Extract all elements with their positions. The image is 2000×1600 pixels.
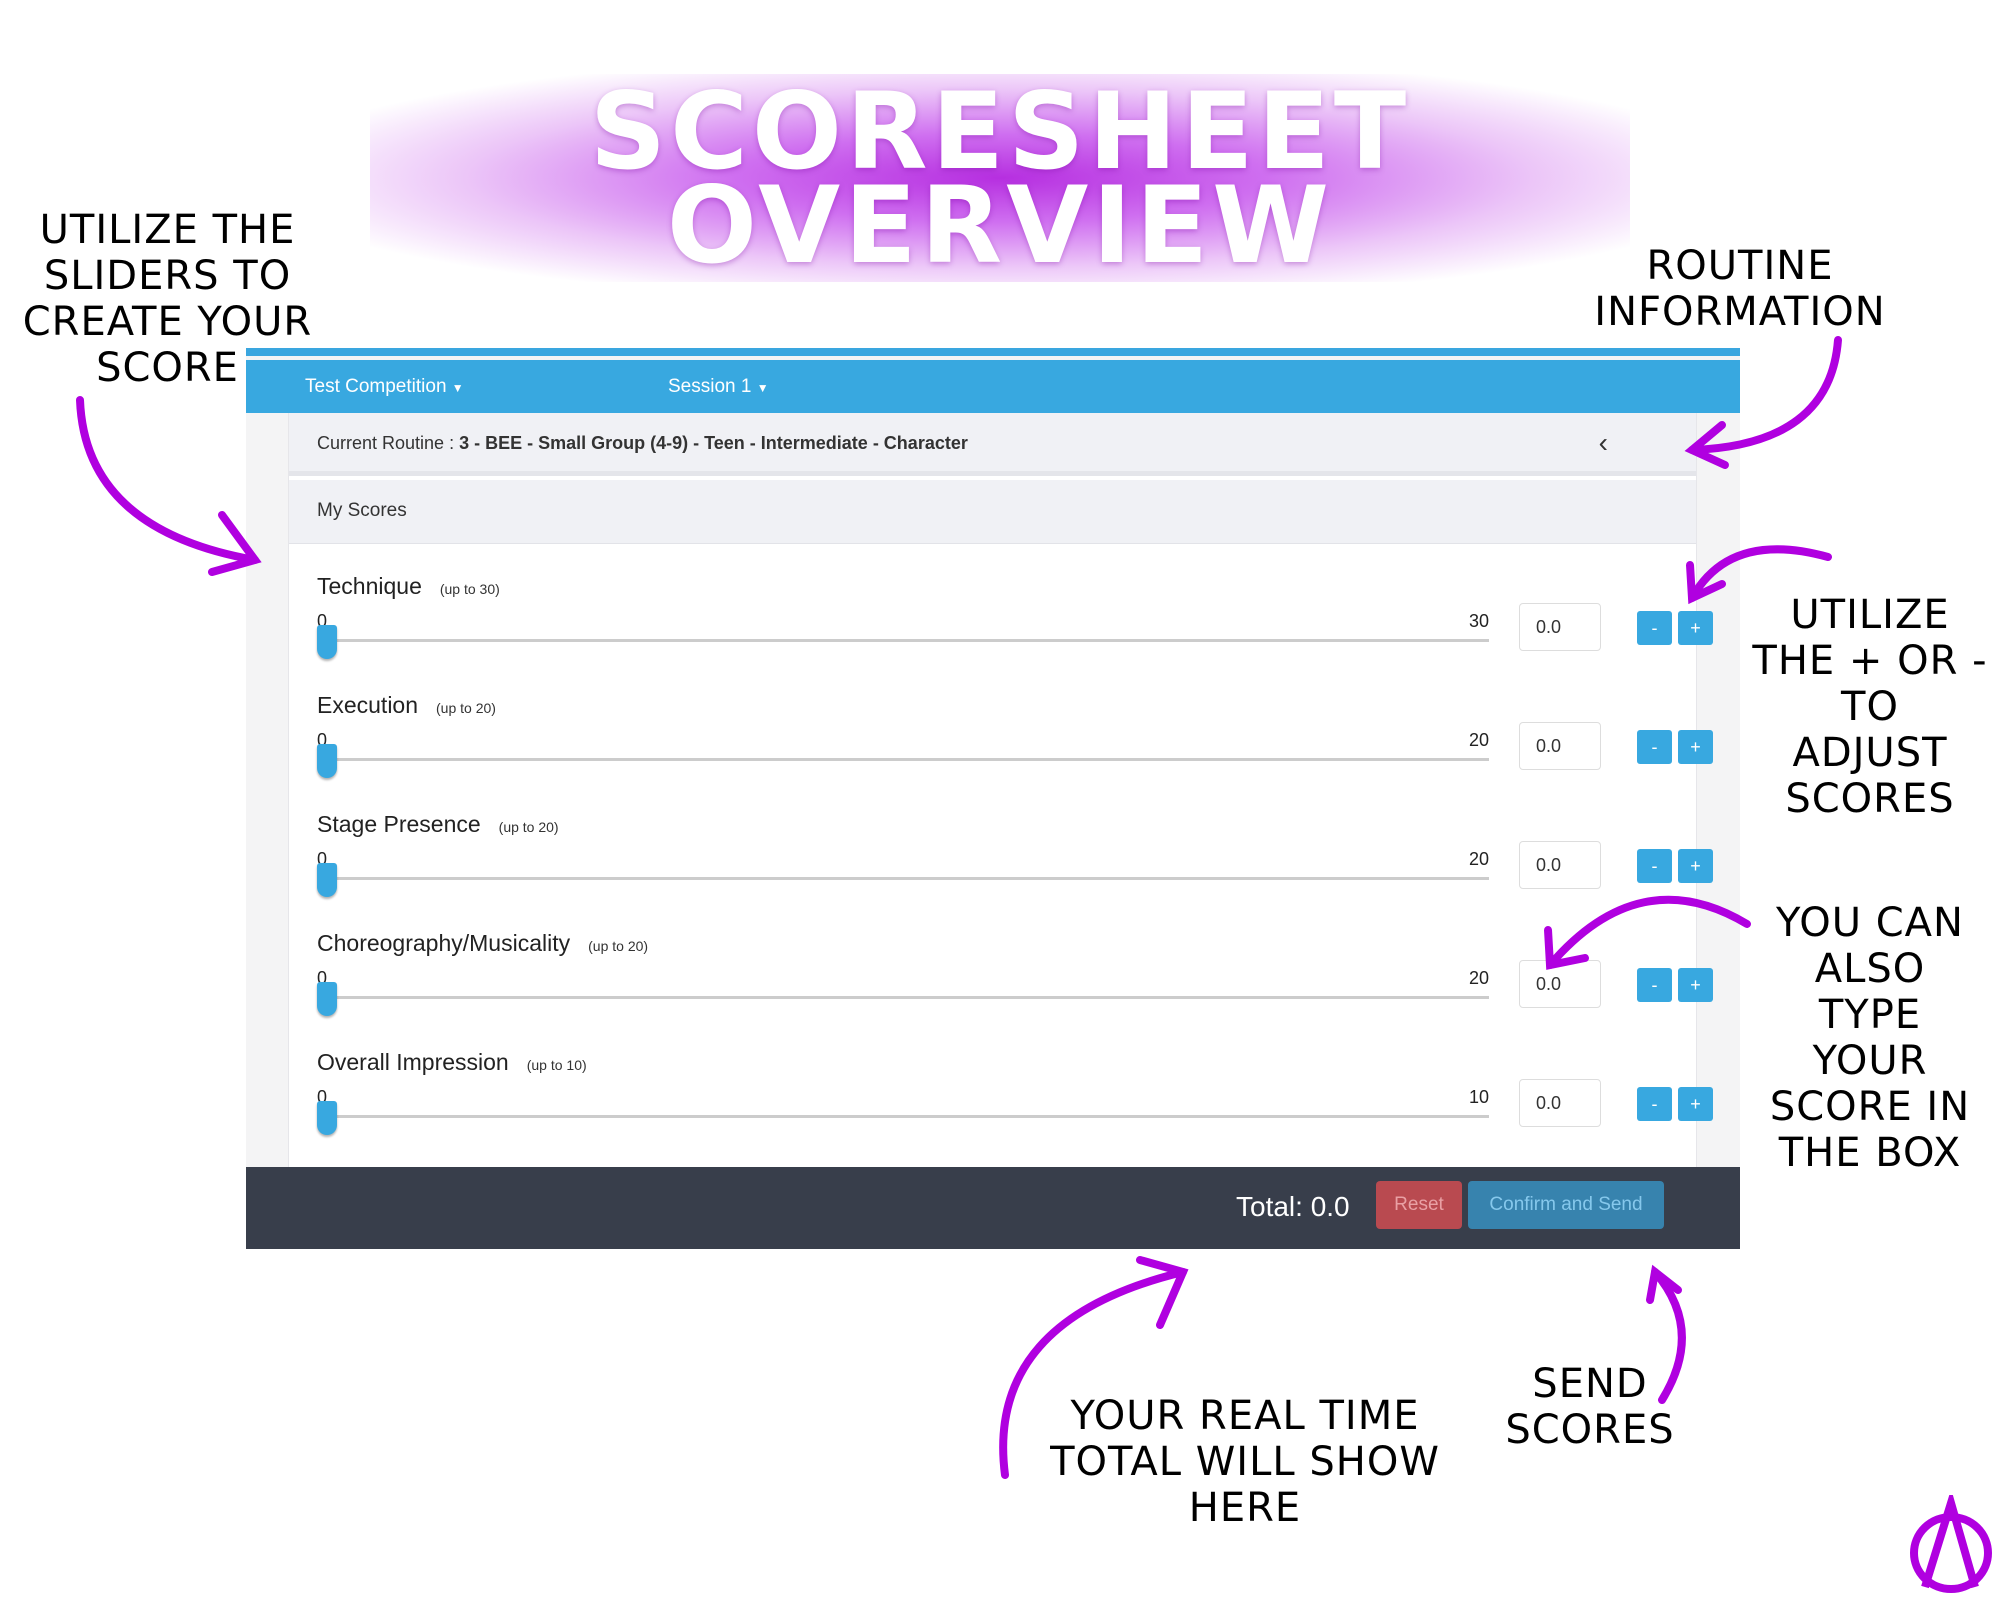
- annotation-type-score: YOU CAN ALSO TYPE YOUR SCORE IN THE BOX: [1769, 900, 1971, 1176]
- slider-min: 0: [317, 849, 328, 869]
- score-hint: (up to 20): [436, 700, 496, 716]
- score-hint: (up to 20): [588, 938, 649, 954]
- banner-title-line2: OVERVIEW: [666, 164, 1334, 287]
- slider-thumb[interactable]: [317, 982, 337, 1016]
- routine-value: 3 - BEE - Small Group (4-9) - Teen - Int…: [459, 433, 968, 453]
- session-dropdown[interactable]: Session 1 ▼: [668, 376, 769, 397]
- caret-down-icon: ▼: [756, 381, 769, 395]
- current-routine: Current Routine : 3 - BEE - Small Group …: [289, 413, 1696, 476]
- score-row-choreography-musicality: Choreography/Musicality(up to 20) 0 20 -…: [317, 930, 1713, 1049]
- slider-max: 20: [1469, 730, 1490, 750]
- score-input[interactable]: [1519, 841, 1601, 889]
- score-input[interactable]: [1519, 1079, 1601, 1127]
- slider-max: 10: [1469, 1087, 1490, 1107]
- slider-min: 0: [317, 611, 328, 631]
- scoresheet-app: Test Competition ▼ Session 1 ▼ Current R…: [246, 348, 1740, 1249]
- confirm-send-button[interactable]: Confirm and Send: [1468, 1181, 1664, 1229]
- total-score: Total: 0.0: [1236, 1191, 1350, 1222]
- score-label: Execution (up to 20): [317, 692, 496, 718]
- annotation-total: YOUR REAL TIME TOTAL WILL SHOW HERE: [1050, 1393, 1440, 1531]
- slider-thumb[interactable]: [317, 1101, 337, 1135]
- slider-min: 0: [317, 730, 328, 750]
- brand-logo: [1910, 1495, 1992, 1593]
- arrow-routine: [1684, 336, 1842, 469]
- score-hint: (up to 10): [526, 1057, 587, 1073]
- banner-background: [370, 74, 1630, 282]
- score-row-stage-presence: Stage Presence(up to 20) 0 20 - +: [317, 811, 1713, 930]
- footer-bar: Total: 0.0 Reset Confirm and Send: [246, 1167, 1740, 1249]
- arrow-send: [1646, 1264, 1686, 1404]
- slider-track[interactable]: [317, 1115, 1489, 1118]
- competition-dropdown[interactable]: Test Competition ▼: [305, 376, 464, 397]
- arrow-type-box: [1544, 895, 1751, 970]
- increment-button[interactable]: +: [1678, 849, 1713, 883]
- slider-track[interactable]: [317, 996, 1489, 999]
- slider-max: 20: [1469, 968, 1490, 988]
- arrow-sliders: [76, 396, 262, 576]
- decrement-button[interactable]: -: [1637, 849, 1672, 883]
- score-row-execution: Execution(up to 20) 0 20 - +: [317, 692, 1713, 811]
- slider-thumb[interactable]: [317, 863, 337, 897]
- increment-button[interactable]: +: [1678, 730, 1713, 764]
- navbar: Test Competition ▼ Session 1 ▼: [246, 360, 1740, 413]
- slider-max: 30: [1469, 611, 1490, 631]
- score-label: Choreography/Musicality (up to 20): [317, 930, 649, 956]
- section-title: My Scores: [289, 480, 1696, 544]
- score-label: Technique (up to 30): [317, 573, 500, 599]
- decrement-button[interactable]: -: [1637, 611, 1672, 645]
- score-input[interactable]: [1519, 603, 1601, 651]
- decrement-button[interactable]: -: [1637, 730, 1672, 764]
- score-input[interactable]: [1519, 960, 1601, 1008]
- annotation-plus-minus: UTILIZE THE + OR - TO ADJUST SCORES: [1752, 592, 1988, 822]
- caret-down-icon: ▼: [451, 381, 464, 395]
- score-card: Current Routine : 3 - BEE - Small Group …: [288, 413, 1713, 1168]
- decrement-button[interactable]: -: [1637, 1087, 1672, 1121]
- increment-button[interactable]: +: [1678, 611, 1713, 645]
- score-label: Stage Presence (up to 20): [317, 811, 559, 837]
- annotation-routine: ROUTINE INFORMATION: [1594, 243, 1886, 335]
- slider-track[interactable]: [317, 639, 1489, 642]
- slider-thumb[interactable]: [317, 625, 337, 659]
- reset-button[interactable]: Reset: [1376, 1181, 1462, 1229]
- increment-button[interactable]: +: [1678, 1087, 1713, 1121]
- score-hint: (up to 20): [498, 819, 559, 835]
- increment-button[interactable]: +: [1678, 968, 1713, 1002]
- chevron-left-icon[interactable]: ‹: [1598, 427, 1608, 458]
- score-hint: (up to 30): [439, 581, 500, 597]
- arrow-plus-minus: [1686, 545, 1832, 605]
- slider-min: 0: [317, 968, 328, 988]
- annotation-send: SEND SCORES: [1505, 1361, 1675, 1453]
- score-input[interactable]: [1519, 722, 1601, 770]
- slider-max: 20: [1469, 849, 1490, 869]
- score-row-technique: Technique(up to 30) 0 30 - +: [317, 573, 1713, 692]
- arrow-total: [999, 1256, 1189, 1479]
- annotation-sliders: UTILIZE THE SLIDERS TO CREATE YOUR SCORE: [22, 207, 313, 391]
- slider-track[interactable]: [317, 758, 1489, 761]
- slider-track[interactable]: [317, 877, 1489, 880]
- score-label: Overall Impression (up to 10): [317, 1049, 587, 1075]
- score-row-overall-impression: Overall Impression(up to 10) 0 10 - +: [317, 1049, 1713, 1168]
- slider-min: 0: [317, 1087, 328, 1107]
- top-accent-bar: [246, 348, 1740, 356]
- banner-title-line1: SCORESHEET: [589, 70, 1411, 193]
- decrement-button[interactable]: -: [1637, 968, 1672, 1002]
- slider-thumb[interactable]: [317, 744, 337, 778]
